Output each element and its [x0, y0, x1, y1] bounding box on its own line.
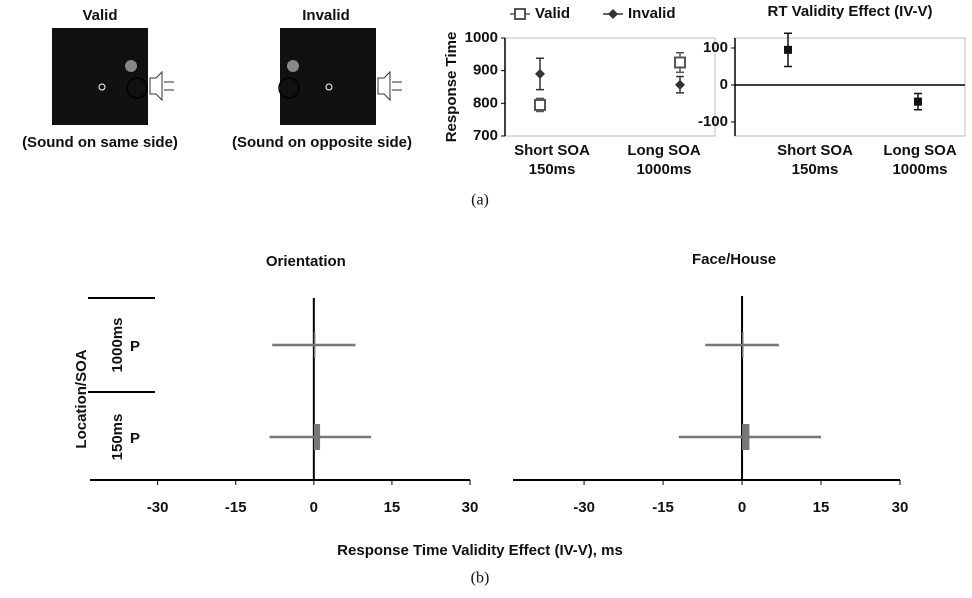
- y-axis-label: Response Time: [443, 32, 460, 143]
- image-caption: (Sound on same side): [22, 134, 178, 151]
- effect-bar: [742, 332, 744, 358]
- x-tick-label: 150ms: [792, 161, 839, 178]
- x-tick-label: Short SOA: [514, 142, 590, 159]
- x-tick-label: 1000ms: [636, 161, 691, 178]
- x-tick-label: Short SOA: [777, 142, 853, 159]
- y-tick-label: 1000: [465, 29, 498, 46]
- legend-label: Valid: [535, 5, 570, 22]
- fixation: [98, 83, 106, 91]
- chart-title: Face/House: [692, 251, 776, 268]
- x-tick-label: 1000ms: [892, 161, 947, 178]
- x-tick-label: 30: [462, 499, 479, 516]
- image-title: Invalid: [302, 7, 350, 24]
- effect-bar: [313, 332, 316, 358]
- chart-title: RT Validity Effect (IV-V): [767, 3, 932, 20]
- marker: [674, 56, 686, 69]
- row-label: P: [130, 430, 140, 447]
- group-label: 150ms: [109, 414, 126, 461]
- plot-frame: [734, 37, 966, 137]
- marker: [914, 97, 922, 106]
- panel-label: (b): [471, 570, 490, 587]
- effect-bar: [742, 424, 750, 450]
- marker: [784, 45, 792, 54]
- chart-title: Orientation: [266, 253, 346, 270]
- y-tick-label: 100: [703, 39, 728, 56]
- panel-label: (a): [471, 192, 489, 209]
- marker: [535, 68, 545, 79]
- y-tick-label: 0: [720, 76, 728, 93]
- x-tick-label: 0: [738, 499, 746, 516]
- x-tick-label: -15: [652, 499, 674, 516]
- marker: [534, 98, 546, 111]
- stimulus-screen: [52, 28, 148, 125]
- x-tick-label: 30: [892, 499, 909, 516]
- y-tick-label: 900: [473, 62, 498, 79]
- group-label: 1000ms: [109, 317, 126, 372]
- x-tick-label: Long SOA: [627, 142, 700, 159]
- marker: [675, 79, 685, 90]
- image-title: Valid: [82, 7, 117, 24]
- cue-circle: [278, 77, 300, 99]
- x-axis-label: Response Time Validity Effect (IV-V), ms: [337, 542, 623, 559]
- fixation: [325, 83, 333, 91]
- x-tick-label: -30: [573, 499, 595, 516]
- y-tick-label: -100: [698, 113, 728, 130]
- speaker-icon: [377, 70, 402, 102]
- y-axis-label: Location/SOA: [73, 349, 90, 448]
- x-tick-label: 15: [384, 499, 401, 516]
- legend-label: Invalid: [628, 5, 676, 22]
- target: [287, 60, 299, 72]
- cue-circle: [126, 77, 148, 99]
- stimulus-screen: [280, 28, 376, 125]
- x-tick-label: -30: [147, 499, 169, 516]
- x-tick-label: 150ms: [529, 161, 576, 178]
- effect-bar: [313, 424, 321, 450]
- y-tick-label: 800: [473, 94, 498, 111]
- marker: [514, 8, 526, 20]
- marker: [608, 9, 618, 19]
- x-tick-label: Long SOA: [883, 142, 956, 159]
- row-label: P: [130, 338, 140, 355]
- y-tick-label: 700: [473, 127, 498, 144]
- image-caption: (Sound on opposite side): [232, 134, 412, 151]
- x-tick-label: 0: [310, 499, 318, 516]
- target: [125, 60, 137, 72]
- speaker-icon: [149, 70, 174, 102]
- x-tick-label: 15: [813, 499, 830, 516]
- x-tick-label: -15: [225, 499, 247, 516]
